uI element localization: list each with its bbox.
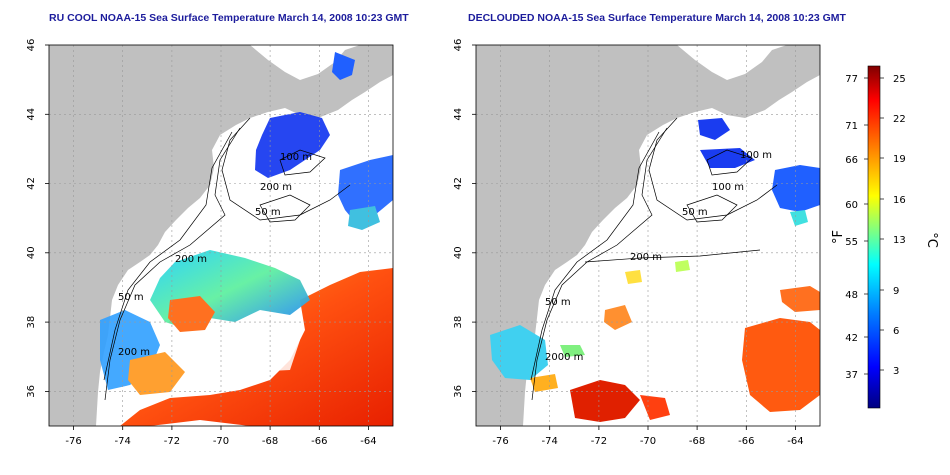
- sst-warm-south: [742, 318, 820, 412]
- celsius-scale: 25 22 19 16 13 9 6 3: [893, 74, 906, 377]
- c-tick-label: 22: [893, 114, 906, 125]
- fahrenheit-unit-label: °F: [831, 230, 846, 244]
- depth-label: 100 m: [280, 152, 312, 163]
- y-tick-label: 44: [26, 108, 37, 121]
- c-tick-label: 13: [893, 235, 906, 246]
- c-tick-label: 16: [893, 195, 906, 206]
- x-tick-label: -70: [640, 436, 656, 447]
- sst-cold-north: [255, 112, 330, 178]
- left-map-panel: 100 m 200 m 50 m 200 m 50 m 200 m -76 -7…: [26, 39, 394, 447]
- y-tick-label: 46: [26, 39, 37, 52]
- f-tick-label: 55: [845, 237, 858, 248]
- c-tick-label: 6: [893, 326, 899, 337]
- left-x-axis: -76 -74 -72 -70 -68 -66 -64: [65, 436, 376, 447]
- depth-label: 200 m: [118, 347, 150, 358]
- x-tick-label: -72: [591, 436, 607, 447]
- colorbar: 77 71 66 60 55 48 42 37 25 22 19 16 13 9…: [831, 65, 939, 409]
- depth-label: 100 m: [740, 150, 772, 161]
- right-x-axis: -76 -74 -72 -70 -68 -66 -64: [492, 436, 803, 447]
- f-tick-label: 77: [845, 74, 858, 85]
- right-y-axis: 46 44 42 40 38 36: [453, 39, 464, 398]
- x-tick-label: -72: [164, 436, 180, 447]
- land-mass: [49, 45, 393, 426]
- y-tick-label: 38: [453, 316, 464, 329]
- x-tick-label: -70: [213, 436, 229, 447]
- celsius-unit-label: °C: [924, 232, 939, 248]
- left-panel-title: RU COOL NOAA-15 Sea Surface Temperature …: [49, 12, 409, 24]
- y-tick-label: 40: [453, 246, 464, 259]
- f-tick-label: 42: [845, 333, 858, 344]
- y-tick-label: 42: [453, 177, 464, 190]
- c-tick-label: 3: [893, 366, 899, 377]
- left-y-axis: 46 44 42 40 38 36: [26, 39, 37, 398]
- x-tick-label: -76: [65, 436, 81, 447]
- x-tick-label: -76: [492, 436, 508, 447]
- y-tick-label: 42: [26, 177, 37, 190]
- f-tick-label: 48: [845, 290, 858, 301]
- depth-contours: [530, 117, 778, 401]
- c-tick-label: 19: [893, 154, 906, 165]
- c-tick-label: 9: [893, 286, 899, 297]
- depth-label: 200 m: [630, 252, 662, 263]
- y-tick-label: 36: [26, 385, 37, 398]
- x-tick-label: -74: [542, 436, 558, 447]
- depth-label: 2000 m: [545, 352, 583, 363]
- f-tick-label: 60: [845, 200, 858, 211]
- x-tick-label: -64: [360, 436, 376, 447]
- depth-label: 200 m: [260, 182, 292, 193]
- y-tick-label: 36: [453, 385, 464, 398]
- x-tick-label: -64: [787, 436, 803, 447]
- depth-label: 200 m: [175, 254, 207, 265]
- y-tick-label: 44: [453, 108, 464, 121]
- x-tick-label: -68: [262, 436, 278, 447]
- f-tick-label: 66: [845, 155, 858, 166]
- f-tick-label: 37: [845, 370, 858, 381]
- fahrenheit-scale: 77 71 66 60 55 48 42 37: [845, 74, 858, 381]
- depth-label: 100 m: [712, 182, 744, 193]
- c-tick-label: 25: [893, 74, 906, 85]
- y-tick-label: 40: [26, 246, 37, 259]
- y-tick-label: 46: [453, 39, 464, 52]
- colorbar-gradient: [867, 65, 881, 409]
- x-tick-label: -66: [311, 436, 327, 447]
- right-map-panel: 100 m 100 m 50 m 200 m 50 m 2000 m -76 -…: [453, 39, 821, 447]
- f-tick-label: 71: [845, 121, 858, 132]
- y-tick-label: 38: [26, 316, 37, 329]
- depth-label: 50 m: [682, 207, 708, 218]
- sst-warm-south: [120, 268, 393, 426]
- depth-label: 50 m: [255, 207, 281, 218]
- depth-contours: [103, 117, 351, 401]
- right-panel-title: DECLOUDED NOAA-15 Sea Surface Temperatur…: [468, 12, 846, 24]
- x-tick-label: -68: [689, 436, 705, 447]
- depth-label: 50 m: [118, 292, 144, 303]
- depth-label: 50 m: [545, 297, 571, 308]
- x-tick-label: -66: [738, 436, 754, 447]
- land-mass: [476, 45, 820, 426]
- x-tick-label: -74: [115, 436, 131, 447]
